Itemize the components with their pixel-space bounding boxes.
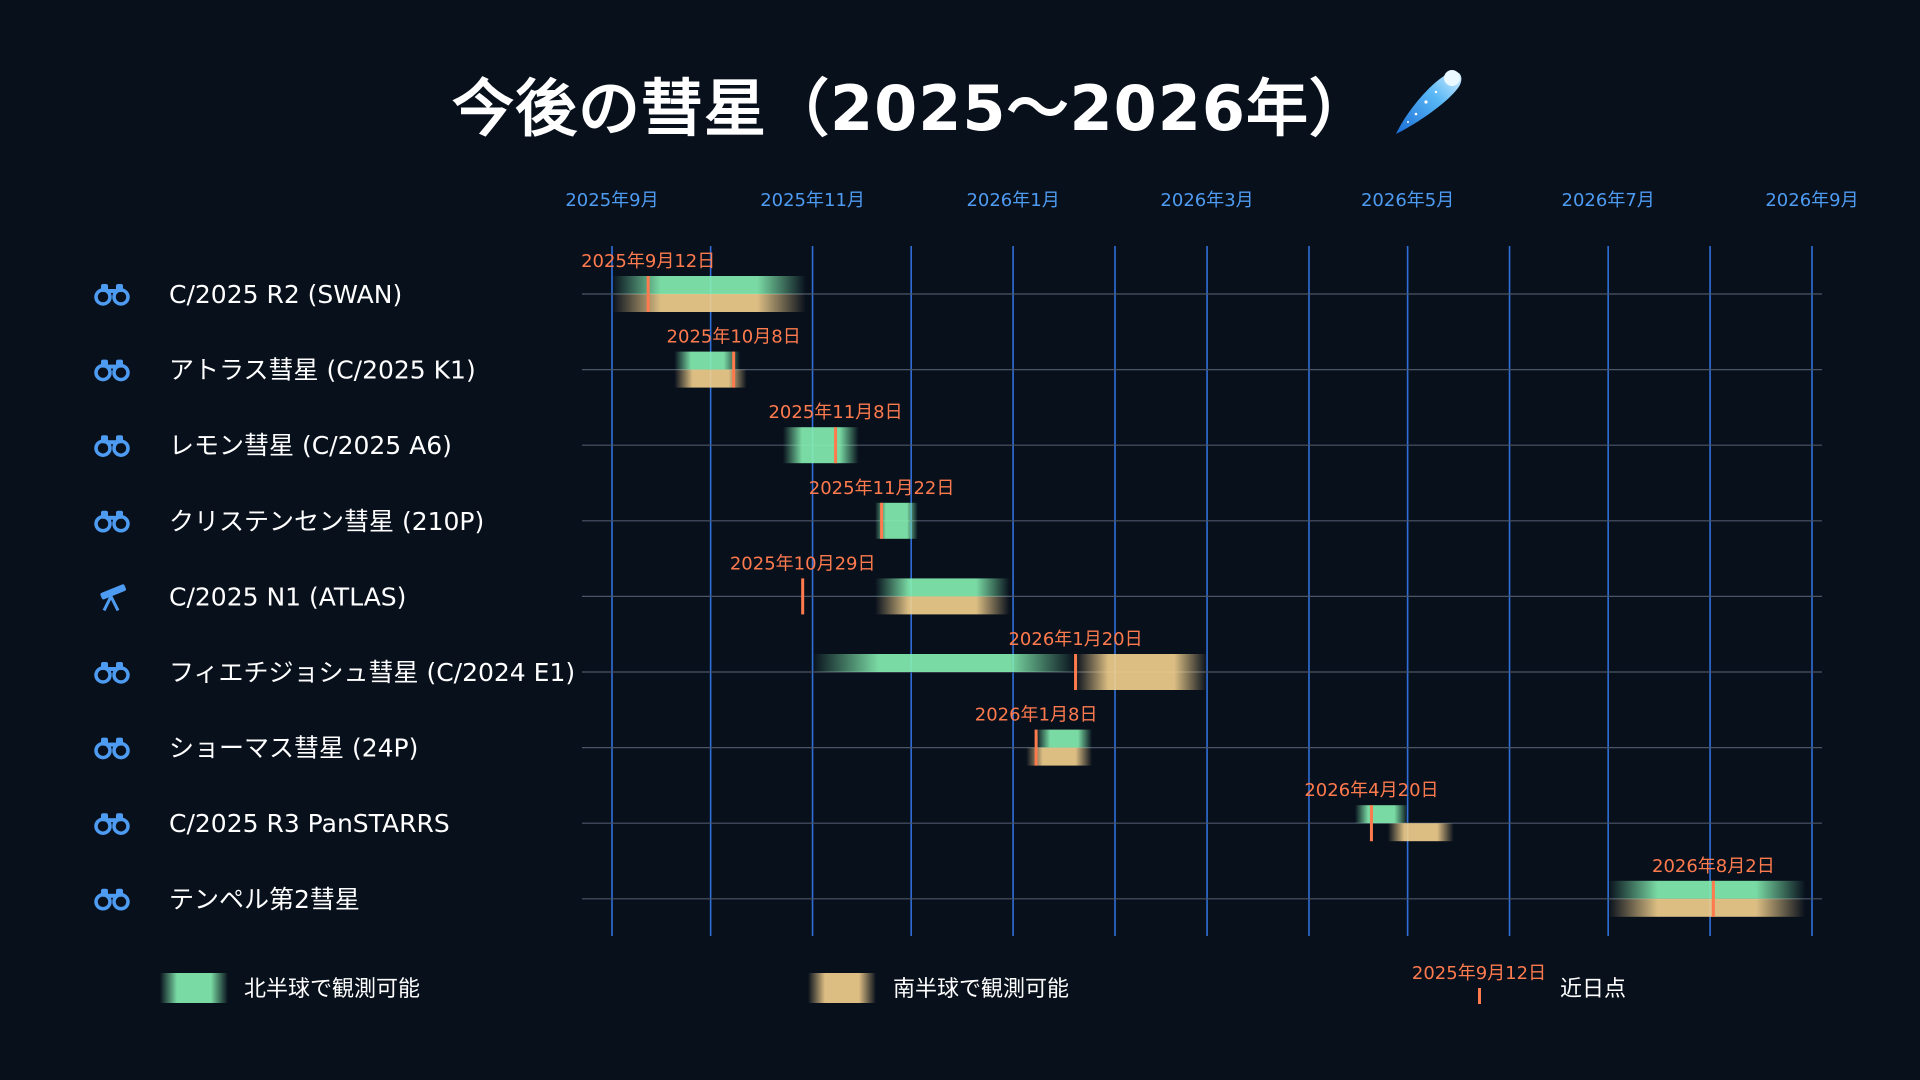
comet-name-label: テンペル第2彗星 — [169, 885, 360, 914]
perihelion-marker — [1711, 880, 1715, 917]
month-tick-label: 2026年1月 — [966, 190, 1059, 211]
comet-row: レモン彗星 (C/2025 A6) 2025年11月8日 — [94, 402, 1822, 464]
comet-icon — [1396, 70, 1462, 134]
legend-perihelion-marker — [1478, 988, 1481, 1004]
month-tick-label: 2026年3月 — [1160, 190, 1253, 211]
legend-north-label: 北半球で観測可能 — [244, 977, 420, 1002]
telescope-icon — [100, 584, 126, 612]
comet-name-label: クリステンセン彗星 (210P) — [169, 507, 484, 536]
perihelion-date-label: 2026年4月20日 — [1304, 780, 1438, 801]
month-tick-label: 2026年7月 — [1562, 190, 1655, 211]
perihelion-date-label: 2025年11月22日 — [809, 478, 955, 499]
comet-row: フィエチジョシュ彗星 (C/2024 E1) 2026年1月20日 — [94, 629, 1822, 690]
comet-row: C/2025 R2 (SWAN) 2025年9月12日 — [94, 251, 1822, 312]
legend-north: 北半球で観測可能 — [160, 973, 420, 1003]
perihelion-date-label: 2026年8月2日 — [1652, 856, 1775, 877]
binoculars-icon — [94, 737, 130, 760]
legend-perihelion-label: 近日点 — [1560, 977, 1626, 1002]
month-labels: 2025年9月 2025年11月 2026年1月 2026年3月 2026年5月 2026… — [565, 190, 1858, 211]
perihelion-marker — [801, 578, 805, 615]
comet-row: テンペル第2彗星 2026年8月2日 — [94, 856, 1822, 917]
comet-row: ショーマス彗星 (24P) 2026年1月8日 — [94, 705, 1822, 766]
binoculars-icon — [94, 435, 130, 457]
perihelion-date-label: 2025年11月8日 — [768, 402, 902, 423]
binoculars-icon — [94, 359, 130, 382]
page-title: 今後の彗星（2025～2026年） — [451, 72, 1373, 145]
visibility-bar-both — [1608, 880, 1806, 917]
perihelion-marker — [646, 276, 650, 312]
grid-lines — [611, 246, 1813, 936]
comet-name-label: ショーマス彗星 (24P) — [169, 734, 418, 763]
visibility-bar-south — [1026, 747, 1092, 766]
binoculars-icon — [94, 813, 130, 835]
visibility-bar-north — [1355, 805, 1408, 824]
comet-row: C/2025 N1 (ATLAS) 2025年10月29日 — [100, 553, 1822, 615]
visibility-bar-north — [674, 351, 741, 370]
month-tick-label: 2026年5月 — [1361, 190, 1454, 211]
perihelion-marker — [1074, 654, 1078, 690]
perihelion-marker — [1034, 729, 1038, 766]
month-tick-label: 2025年11月 — [760, 190, 865, 211]
visibility-bar-south — [1075, 654, 1208, 690]
comet-name-label: フィエチジョシュ彗星 (C/2024 E1) — [169, 658, 575, 687]
binoculars-icon — [94, 510, 130, 533]
legend-perihelion-date: 2025年9月12日 — [1412, 963, 1546, 984]
perihelion-date-label: 2026年1月20日 — [1008, 629, 1142, 650]
perihelion-marker — [1369, 805, 1373, 842]
comet-name-label: アトラス彗星 (C/2025 K1) — [169, 356, 476, 385]
month-tick-label: 2026年9月 — [1765, 190, 1858, 211]
visibility-bar-both — [612, 276, 806, 312]
month-tick-label: 2025年9月 — [565, 190, 658, 211]
comet-name-label: C/2025 N1 (ATLAS) — [169, 582, 406, 611]
legend-south: 南半球で観測可能 — [808, 973, 1069, 1003]
binoculars-icon — [94, 284, 130, 306]
perihelion-date-label: 2025年10月8日 — [667, 327, 801, 348]
perihelion-date-label: 2025年10月29日 — [730, 553, 876, 574]
perihelion-date-label: 2026年1月8日 — [975, 705, 1098, 726]
visibility-bar-north — [1036, 729, 1092, 748]
binoculars-icon — [94, 888, 130, 911]
visibility-bar-both — [875, 578, 1010, 615]
binoculars-icon — [94, 662, 130, 684]
visibility-bar-north — [812, 654, 1076, 672]
visibility-bar-south — [674, 369, 747, 388]
comet-name-label: C/2025 R2 (SWAN) — [169, 280, 402, 309]
legend-south-label: 南半球で観測可能 — [893, 977, 1069, 1002]
visibility-bar-south — [1387, 823, 1454, 842]
legend-south-swatch — [808, 973, 876, 1003]
comet-name-label: C/2025 R3 PanSTARRS — [169, 809, 450, 838]
perihelion-marker — [880, 502, 884, 539]
comet-row: アトラス彗星 (C/2025 K1) 2025年10月8日 — [94, 327, 1822, 388]
title-area: 今後の彗星（2025～2026年） — [0, 58, 1920, 148]
perihelion-marker — [732, 351, 736, 388]
visibility-bar-north — [782, 427, 859, 464]
legend-north-swatch — [160, 973, 228, 1003]
comet-row: C/2025 R3 PanSTARRS 2026年4月20日 — [94, 780, 1822, 842]
perihelion-date-label: 2025年9月12日 — [581, 251, 715, 272]
comet-name-label: レモン彗星 (C/2025 A6) — [169, 431, 452, 460]
perihelion-marker — [834, 427, 838, 464]
comet-row: クリステンセン彗星 (210P) 2025年11月22日 — [94, 478, 1822, 539]
